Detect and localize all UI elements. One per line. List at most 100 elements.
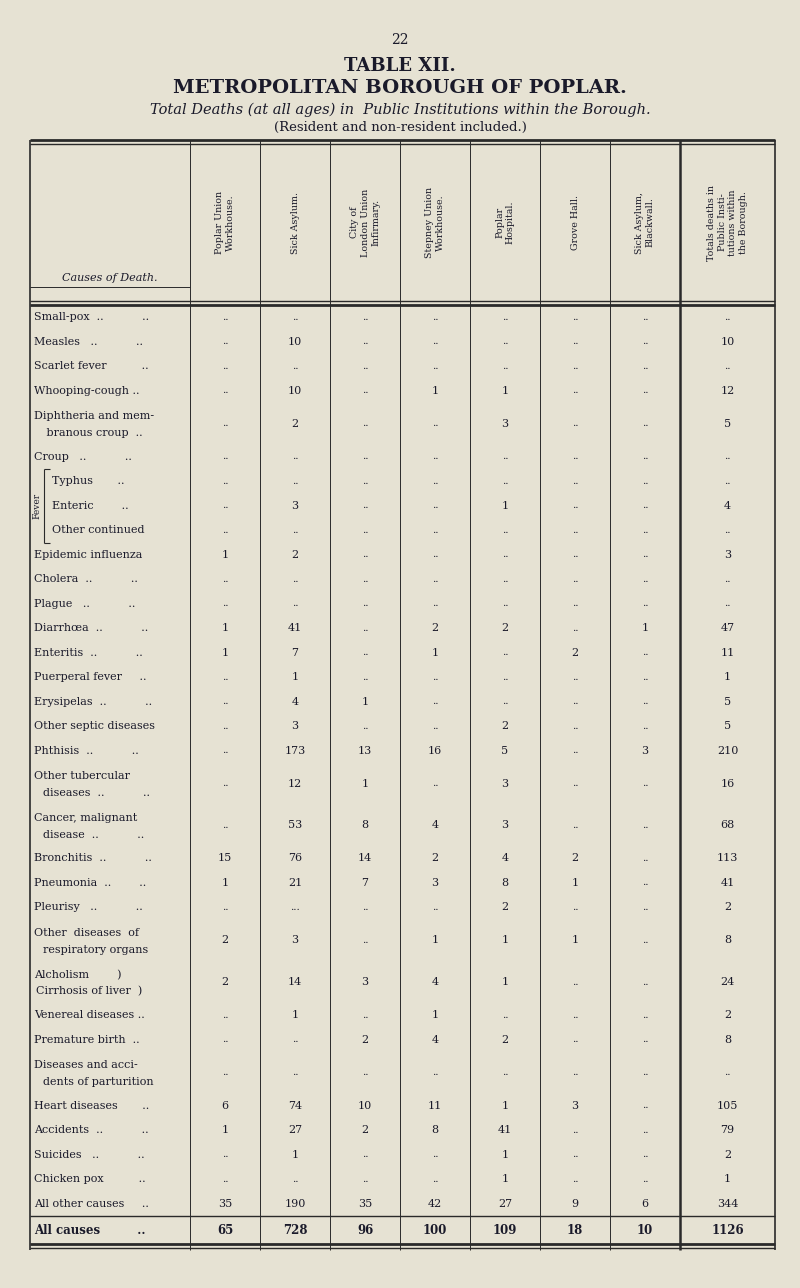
Text: Whooping-cough ..: Whooping-cough .. [34, 385, 139, 395]
Text: 41: 41 [720, 878, 734, 887]
Text: ..: .. [432, 420, 438, 429]
Text: dents of parturition: dents of parturition [36, 1077, 154, 1087]
Text: ..: .. [724, 599, 730, 608]
Text: ..: .. [642, 1036, 648, 1045]
Text: ..: .. [292, 452, 298, 461]
Text: Total Deaths (at all ages) in  Public Institutions within the Borough.: Total Deaths (at all ages) in Public Ins… [150, 103, 650, 117]
Text: 9: 9 [571, 1199, 578, 1208]
Text: ..: .. [222, 721, 228, 730]
Text: ..: .. [572, 903, 578, 912]
Text: ...: ... [290, 903, 300, 912]
Text: Sick Asylum.: Sick Asylum. [290, 192, 299, 254]
Text: Fever: Fever [32, 493, 41, 519]
Text: TABLE XII.: TABLE XII. [344, 57, 456, 75]
Text: ..: .. [642, 526, 648, 535]
Text: 96: 96 [357, 1224, 373, 1236]
Text: ..: .. [362, 362, 368, 371]
Text: 2: 2 [431, 623, 438, 634]
Text: 1: 1 [502, 978, 509, 987]
Text: 10: 10 [637, 1224, 653, 1236]
Text: ..: .. [642, 1150, 648, 1159]
Text: 35: 35 [358, 1199, 372, 1208]
Text: ..: .. [502, 1068, 508, 1077]
Text: ..: .. [292, 1068, 298, 1077]
Text: ..: .. [222, 313, 228, 322]
Text: ..: .. [362, 550, 368, 559]
Text: 47: 47 [721, 623, 734, 634]
Text: ..: .. [222, 697, 228, 706]
Text: ..: .. [572, 526, 578, 535]
Text: ..: .. [502, 697, 508, 706]
Text: 1: 1 [431, 648, 438, 658]
Text: METROPOLITAN BOROUGH OF POPLAR.: METROPOLITAN BOROUGH OF POPLAR. [173, 79, 627, 97]
Text: ..: .. [222, 820, 228, 829]
Text: ..: .. [362, 599, 368, 608]
Text: 1: 1 [571, 878, 578, 887]
Text: ..: .. [362, 574, 368, 583]
Text: 113: 113 [717, 854, 738, 863]
Text: Diarrhœa  ..           ..: Diarrhœa .. .. [34, 623, 148, 634]
Text: ..: .. [502, 477, 508, 486]
Text: ..: .. [362, 477, 368, 486]
Text: ..: .. [642, 477, 648, 486]
Text: 2: 2 [724, 1150, 731, 1159]
Text: 1: 1 [502, 385, 509, 395]
Text: ..: .. [362, 386, 368, 395]
Text: ..: .. [724, 362, 730, 371]
Text: ..: .. [642, 599, 648, 608]
Text: ..: .. [432, 697, 438, 706]
Text: 3: 3 [502, 419, 509, 429]
Text: 2: 2 [724, 1010, 731, 1020]
Text: ..: .. [642, 936, 648, 945]
Text: 4: 4 [431, 1034, 438, 1045]
Text: 7: 7 [362, 878, 369, 887]
Text: ..: .. [432, 779, 438, 788]
Text: 12: 12 [720, 385, 734, 395]
Text: ..: .. [222, 526, 228, 535]
Text: ..: .. [222, 362, 228, 371]
Text: disease  ..           ..: disease .. .. [36, 829, 144, 840]
Text: 10: 10 [720, 336, 734, 346]
Text: ..: .. [642, 854, 648, 863]
Text: 2: 2 [571, 854, 578, 863]
Text: 74: 74 [288, 1101, 302, 1110]
Text: ..: .. [222, 386, 228, 395]
Text: ..: .. [432, 574, 438, 583]
Text: 728: 728 [282, 1224, 307, 1236]
Text: ..: .. [432, 477, 438, 486]
Text: 2: 2 [502, 623, 509, 634]
Text: Epidemic influenza: Epidemic influenza [34, 550, 142, 560]
Text: 2: 2 [291, 550, 298, 560]
Text: Scarlet fever          ..: Scarlet fever .. [34, 361, 149, 371]
Text: ..: .. [572, 672, 578, 681]
Text: 10: 10 [288, 385, 302, 395]
Text: Cirrhosis of liver  ): Cirrhosis of liver ) [36, 987, 142, 997]
Text: 24: 24 [720, 978, 734, 987]
Text: 2: 2 [724, 903, 731, 912]
Text: ..: .. [502, 337, 508, 346]
Text: Suicides   ..           ..: Suicides .. .. [34, 1150, 145, 1159]
Text: ..: .. [642, 1175, 648, 1184]
Text: ..: .. [502, 574, 508, 583]
Text: ..: .. [502, 599, 508, 608]
Text: ..: .. [572, 1068, 578, 1077]
Text: 100: 100 [423, 1224, 447, 1236]
Text: 1: 1 [222, 550, 229, 560]
Text: ..: .. [222, 1150, 228, 1159]
Text: ..: .. [222, 746, 228, 755]
Text: ..: .. [572, 1036, 578, 1045]
Text: ..: .. [222, 452, 228, 461]
Text: Other tubercular: Other tubercular [34, 772, 130, 782]
Text: ..: .. [642, 721, 648, 730]
Text: 68: 68 [720, 820, 734, 831]
Text: 3: 3 [291, 501, 298, 511]
Text: 2: 2 [362, 1034, 369, 1045]
Text: Phthisis  ..           ..: Phthisis .. .. [34, 746, 138, 756]
Text: ..: .. [502, 672, 508, 681]
Text: ..: .. [292, 362, 298, 371]
Text: ..: .. [292, 1036, 298, 1045]
Text: ..: .. [572, 599, 578, 608]
Text: ..: .. [362, 337, 368, 346]
Text: ..: .. [362, 1175, 368, 1184]
Text: ..: .. [642, 903, 648, 912]
